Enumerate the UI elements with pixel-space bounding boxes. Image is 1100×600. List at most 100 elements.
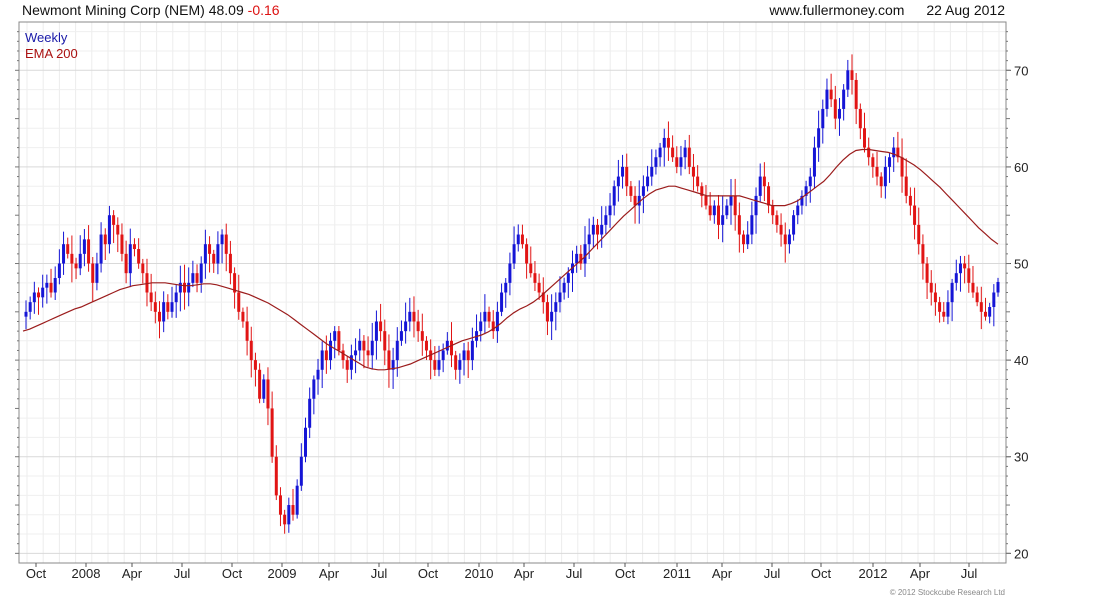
- x-tick-label: Jul: [371, 566, 388, 581]
- candle: [270, 391, 274, 463]
- candle: [583, 226, 587, 277]
- candle: [212, 249, 216, 273]
- candle: [704, 184, 708, 210]
- candle: [566, 267, 570, 298]
- candle: [850, 54, 854, 95]
- candle: [57, 249, 61, 285]
- candle: [295, 479, 299, 519]
- x-tick-label: 2008: [72, 566, 101, 581]
- y-tick-label: 20: [1014, 546, 1028, 561]
- candle: [120, 223, 124, 262]
- candle: [162, 291, 166, 333]
- x-tick-label: Oct: [811, 566, 832, 581]
- y-tick-label: 30: [1014, 450, 1028, 465]
- candle: [107, 205, 111, 254]
- candle: [199, 256, 203, 293]
- candle: [262, 374, 266, 403]
- candle: [883, 156, 887, 199]
- x-tick-label: Jul: [174, 566, 191, 581]
- candle: [800, 190, 804, 215]
- chart-header-right: www.fullermoney.com 22 Aug 2012: [769, 2, 1005, 18]
- candle: [183, 264, 187, 310]
- candle: [358, 328, 362, 361]
- candle: [696, 165, 700, 192]
- chart-date: 22 Aug 2012: [926, 2, 1005, 18]
- candle: [871, 153, 875, 178]
- x-tick-label: Apr: [514, 566, 535, 581]
- y-tick-label: 40: [1014, 353, 1028, 368]
- candle: [132, 238, 136, 257]
- candle: [374, 310, 378, 360]
- candle: [412, 296, 416, 338]
- candle: [95, 252, 99, 291]
- candle: [767, 182, 771, 214]
- candle: [646, 165, 650, 192]
- candle: [66, 237, 70, 259]
- candle: [754, 187, 758, 234]
- legend-ema: EMA 200: [25, 46, 78, 61]
- candle: [283, 509, 287, 534]
- x-tick-label: Oct: [615, 566, 636, 581]
- candle: [445, 332, 449, 355]
- candle: [475, 314, 479, 348]
- candle: [141, 258, 145, 284]
- candle: [633, 186, 637, 224]
- candle: [596, 218, 600, 250]
- x-tick-label: Jul: [764, 566, 781, 581]
- candle: [349, 344, 353, 380]
- candle: [946, 290, 950, 325]
- candle: [863, 112, 867, 153]
- candle: [304, 417, 308, 463]
- chart-legend: Weekly EMA 200: [25, 30, 78, 62]
- y-tick-label: 60: [1014, 160, 1028, 175]
- candle: [721, 196, 725, 243]
- candle: [537, 273, 541, 300]
- candle: [996, 277, 1000, 297]
- candle: [954, 259, 958, 291]
- candle: [500, 283, 504, 317]
- candle: [70, 235, 74, 283]
- candle: [812, 136, 816, 189]
- candle: [900, 138, 904, 193]
- candle: [466, 341, 470, 379]
- candle: [454, 350, 458, 380]
- x-tick-label: Oct: [418, 566, 439, 581]
- candle: [137, 238, 141, 269]
- candle: [220, 229, 224, 264]
- x-tick-label: Jul: [566, 566, 583, 581]
- candle: [512, 226, 516, 270]
- candle: [687, 134, 691, 175]
- candle: [195, 264, 199, 293]
- candle: [787, 229, 791, 254]
- candle: [796, 199, 800, 225]
- candle: [224, 223, 228, 272]
- candle: [545, 294, 549, 336]
- ema200-line: [22, 148, 999, 371]
- candle: [879, 172, 883, 198]
- candle: [792, 210, 796, 241]
- website-link[interactable]: www.fullermoney.com: [769, 2, 905, 18]
- candle: [591, 216, 595, 248]
- candle: [837, 97, 841, 136]
- candle: [612, 180, 616, 216]
- candle: [299, 443, 303, 491]
- candle: [379, 303, 383, 342]
- chart-header: Newmont Mining Corp (NEM) 48.09 -0.16: [22, 2, 280, 18]
- candle: [329, 332, 333, 370]
- candle: [683, 139, 687, 170]
- candle: [253, 352, 257, 387]
- candle: [233, 267, 237, 309]
- candle: [383, 319, 387, 366]
- candle: [91, 257, 95, 302]
- candle: [441, 343, 445, 373]
- candle: [145, 258, 149, 307]
- candle: [362, 335, 366, 369]
- candle: [746, 221, 750, 250]
- candle: [287, 497, 291, 533]
- candle: [950, 278, 954, 322]
- candle: [629, 181, 633, 202]
- candle: [917, 207, 921, 255]
- legend-weekly: Weekly: [25, 30, 68, 45]
- candle: [967, 254, 971, 293]
- x-tick-label: Apr: [122, 566, 143, 581]
